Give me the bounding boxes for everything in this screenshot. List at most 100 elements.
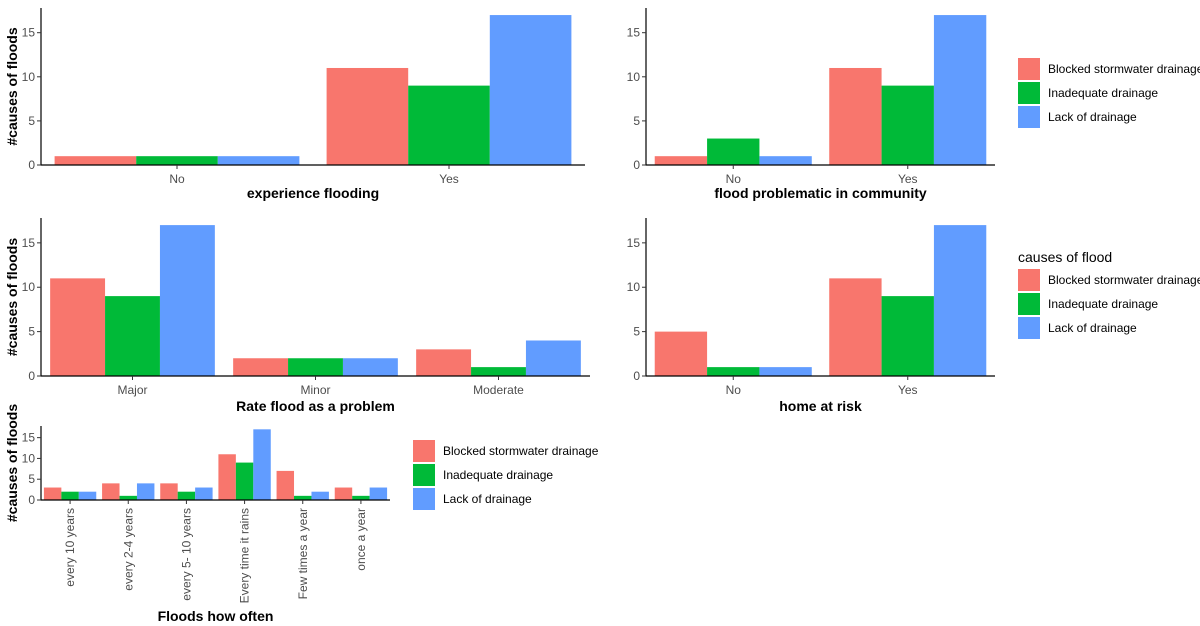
legend-label-lack-of-drainage: Lack of drainage xyxy=(1048,321,1137,335)
legend-key-blocked-stormwater-drainage xyxy=(413,440,435,462)
bar-blocked-stormwater-drainage-yes xyxy=(326,67,409,165)
legend-label-inadequate-drainage: Inadequate drainage xyxy=(1048,86,1158,100)
y-tick-label: 15 xyxy=(627,26,641,40)
y-tick-label: 10 xyxy=(627,280,641,294)
chart-panel-1: 0 5 10 15 No Yes experience flooding #causes of… xyxy=(4,8,585,201)
y-axis-title: #causes of floods xyxy=(4,404,20,522)
x-tick-label-major: Major xyxy=(117,383,147,397)
y-tick-label: 0 xyxy=(28,493,35,507)
bar-lack-of-drainage-every-2-4-years xyxy=(136,483,155,500)
legend-label-blocked-stormwater-drainage: Blocked stormwater drainage xyxy=(1048,62,1200,76)
y-tick-label: 15 xyxy=(627,236,641,250)
x-tick-label-no: No xyxy=(726,383,742,397)
y-tick-label: 5 xyxy=(28,472,35,486)
x-tick-label-once-a-year: once a year xyxy=(354,508,368,571)
bar-blocked-stormwater-drainage-yes xyxy=(829,67,882,165)
x-tick-label-every-5-10-years: every 5- 10 years xyxy=(179,508,193,601)
bar-inadequate-drainage-minor xyxy=(288,358,343,376)
bar-inadequate-drainage-moderate xyxy=(471,367,526,376)
legend-key-blocked-stormwater-drainage xyxy=(1018,58,1040,80)
legend-key-blocked-stormwater-drainage xyxy=(1018,269,1040,291)
x-axis-title: home at risk xyxy=(779,398,862,414)
bar-lack-of-drainage-major xyxy=(159,225,215,376)
legend-1: Blocked stormwater drainage Inadequate dr… xyxy=(1018,58,1200,128)
legend-2: causes of flood Blocked stormwater draina… xyxy=(1018,249,1200,339)
bar-lack-of-drainage-every-10-years xyxy=(78,491,97,500)
chart-panel-5: 0 5 10 15 every 10 years every 2-4 years every… xyxy=(4,404,390,624)
bar-lack-of-drainage-no xyxy=(759,367,812,376)
legend-label-lack-of-drainage: Lack of drainage xyxy=(1048,110,1137,124)
bar-lack-of-drainage-few-times-a-year xyxy=(311,491,329,500)
legend-key-inadequate-drainage xyxy=(1018,82,1040,104)
legend-label-blocked-stormwater-drainage: Blocked stormwater drainage xyxy=(1048,273,1200,287)
x-axis-title: Floods how often xyxy=(158,608,274,624)
legend-label-blocked-stormwater-drainage: Blocked stormwater drainage xyxy=(443,444,599,458)
bar-inadequate-drainage-yes xyxy=(881,296,934,376)
y-tick-label: 10 xyxy=(22,70,36,84)
x-tick-label-yes: Yes xyxy=(439,172,459,186)
y-tick-label: 5 xyxy=(28,325,35,339)
bar-inadequate-drainage-no xyxy=(707,367,760,376)
y-tick-label: 0 xyxy=(633,369,640,383)
bar-lack-of-drainage-minor xyxy=(342,358,398,376)
bar-lack-of-drainage-no xyxy=(217,156,300,165)
bar-lack-of-drainage-yes xyxy=(489,15,572,166)
legend-key-inadequate-drainage xyxy=(413,464,435,486)
bar-lack-of-drainage-every-5-10-years xyxy=(195,487,213,500)
y-tick-label: 15 xyxy=(22,236,36,250)
y-tick-label: 15 xyxy=(22,431,36,445)
bar-lack-of-drainage-yes xyxy=(933,225,987,376)
bar-blocked-stormwater-drainage-every-2-4-years xyxy=(102,483,120,500)
bar-inadequate-drainage-every-2-4-years xyxy=(119,495,137,500)
bar-blocked-stormwater-drainage-no xyxy=(54,156,137,165)
legend-key-lack-of-drainage xyxy=(1018,106,1040,128)
bar-inadequate-drainage-no xyxy=(707,138,760,165)
bar-blocked-stormwater-drainage-once-a-year xyxy=(334,487,353,500)
legend-3: Blocked stormwater drainage Inadequate dr… xyxy=(413,440,599,510)
y-tick-label: 15 xyxy=(22,26,36,40)
bar-blocked-stormwater-drainage-every-5-10-years xyxy=(160,483,178,500)
bar-inadequate-drainage-yes xyxy=(881,85,934,165)
bar-blocked-stormwater-drainage-no xyxy=(654,331,708,376)
bar-inadequate-drainage-every-10-years xyxy=(61,491,79,500)
y-tick-label: 0 xyxy=(28,158,35,172)
x-axis-title: flood problematic in community xyxy=(714,185,927,201)
legend-label-inadequate-drainage: Inadequate drainage xyxy=(443,468,553,482)
y-axis-title: #causes of floods xyxy=(4,27,20,145)
x-axis-title: Rate flood as a problem xyxy=(236,398,395,414)
bar-blocked-stormwater-drainage-major xyxy=(50,278,106,376)
legend-key-inadequate-drainage xyxy=(1018,293,1040,315)
x-axis-title: experience flooding xyxy=(247,185,379,201)
bar-lack-of-drainage-moderate xyxy=(525,340,581,376)
x-tick-label-no: No xyxy=(726,172,742,186)
y-tick-label: 0 xyxy=(633,158,640,172)
legend-label-lack-of-drainage: Lack of drainage xyxy=(443,492,532,506)
legend-key-lack-of-drainage xyxy=(1018,317,1040,339)
bar-lack-of-drainage-no xyxy=(759,156,812,165)
y-tick-label: 5 xyxy=(633,114,640,128)
y-tick-label: 0 xyxy=(28,369,35,383)
bar-inadequate-drainage-yes xyxy=(408,85,490,165)
x-tick-label-few-times-a-year: Few times a year xyxy=(296,508,310,599)
bar-lack-of-drainage-once-a-year xyxy=(369,487,388,500)
legend-title: causes of flood xyxy=(1018,249,1112,265)
bar-blocked-stormwater-drainage-no xyxy=(654,156,708,165)
bar-blocked-stormwater-drainage-every-10-years xyxy=(43,487,62,500)
bar-inadequate-drainage-every-5-10-years xyxy=(177,491,196,500)
legend-label-inadequate-drainage: Inadequate drainage xyxy=(1048,297,1158,311)
bar-blocked-stormwater-drainage-yes xyxy=(829,278,882,376)
y-tick-label: 10 xyxy=(22,280,36,294)
y-tick-label: 10 xyxy=(627,70,641,84)
y-tick-label: 10 xyxy=(22,451,36,465)
bar-blocked-stormwater-drainage-minor xyxy=(233,358,289,376)
y-tick-label: 5 xyxy=(28,114,35,128)
x-tick-label-every-10-years: every 10 years xyxy=(63,508,77,587)
x-tick-label-yes: Yes xyxy=(898,383,918,397)
chart-panel-4: 0 5 10 15 No Yes home at risk xyxy=(627,218,995,414)
x-tick-label-moderate: Moderate xyxy=(473,383,524,397)
bar-lack-of-drainage-yes xyxy=(933,15,987,166)
y-tick-label: 5 xyxy=(633,325,640,339)
x-tick-label-every-2-4-years: every 2-4 years xyxy=(121,508,135,591)
y-axis-title: #causes of floods xyxy=(4,238,20,356)
